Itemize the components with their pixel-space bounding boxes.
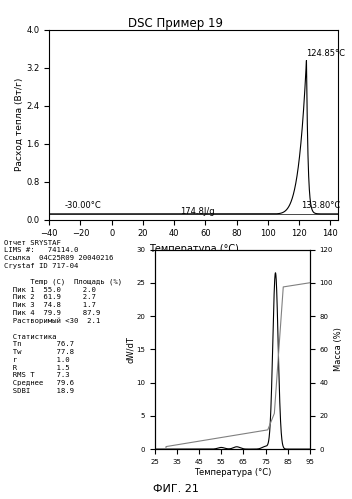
- Text: 133.80°C: 133.80°C: [301, 201, 340, 210]
- Text: ФИГ. 21: ФИГ. 21: [153, 484, 199, 494]
- X-axis label: Температура (°C): Температура (°C): [194, 468, 271, 477]
- Text: Отчет SRYSTAF
LIMS #:   74114.0
Ссылка  04C25R09 20040216
Crystaf ID 717-04

   : Отчет SRYSTAF LIMS #: 74114.0 Ссылка 04C…: [4, 240, 122, 394]
- Text: 124.85°C: 124.85°C: [307, 49, 345, 58]
- Y-axis label: dW/dT: dW/dT: [126, 336, 135, 363]
- Y-axis label: Масса (%): Масса (%): [334, 327, 343, 371]
- Text: DSC Пример 19: DSC Пример 19: [128, 17, 224, 30]
- Text: 174.8J/g: 174.8J/g: [180, 207, 215, 216]
- Text: -30.00°C: -30.00°C: [65, 201, 102, 210]
- X-axis label: Температура (°C): Температура (°C): [149, 244, 239, 254]
- Y-axis label: Расход тепла (Вт/г): Расход тепла (Вт/г): [14, 78, 24, 172]
